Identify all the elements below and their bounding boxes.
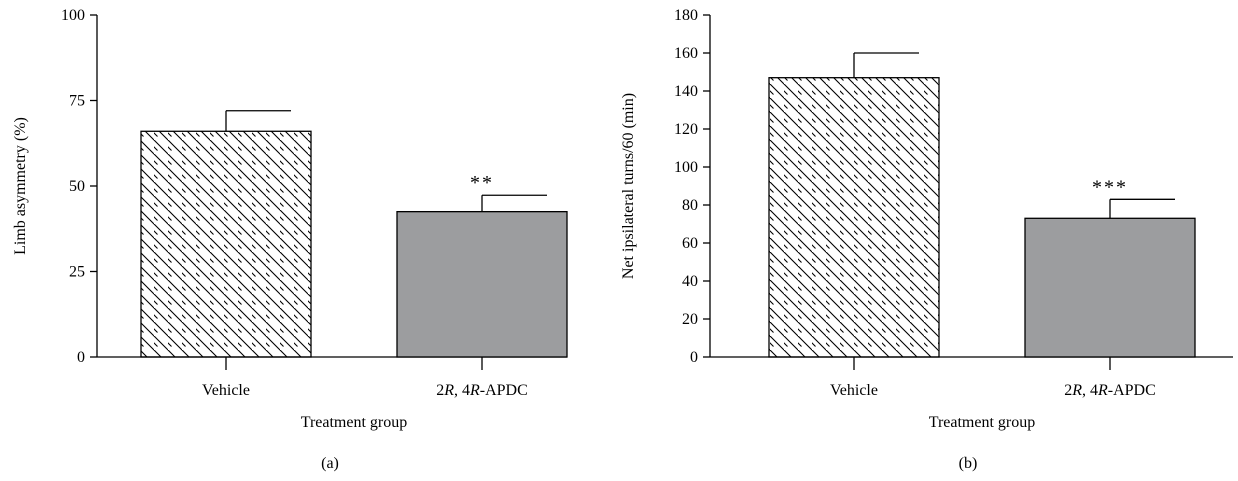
x-tick-label: Vehicle xyxy=(202,382,250,399)
y-tick-label: 0 xyxy=(690,349,698,366)
y-tick-label: 180 xyxy=(674,7,698,24)
y-tick-label: 50 xyxy=(69,178,85,195)
bar-apdc xyxy=(1024,217,1196,358)
chart-panel-b: 0 20 40 60 80 100 120 140 160 180 Vehicle *** 2R, 4R… xyxy=(620,7,1233,472)
y-tick-label: 120 xyxy=(674,121,698,138)
y-axis-title: Limb asymmetry (%) xyxy=(12,117,29,255)
y-tick-label: 60 xyxy=(682,235,698,252)
y-tick-label: 25 xyxy=(69,264,85,281)
significance-label: *** xyxy=(1092,176,1128,198)
y-tick-label: 100 xyxy=(61,7,85,24)
x-axis-title: Treatment group xyxy=(929,414,1036,431)
y-axis-title: Net ipsilateral turns/60 (min) xyxy=(620,93,637,279)
chart-panel-a: 0 25 50 75 100 Vehicle ** 2R, 4R-APDC Treatment … xyxy=(12,7,568,472)
x-tick-label: Vehicle xyxy=(830,382,878,399)
x-axis-title: Treatment group xyxy=(301,414,408,431)
x-tick-label: 2R, 4R-APDC xyxy=(436,382,528,399)
panel-label: (b) xyxy=(959,455,978,472)
y-tick-label: 75 xyxy=(69,93,85,110)
y-tick-label: 0 xyxy=(77,349,85,366)
y-tick-label: 100 xyxy=(674,159,698,176)
y-tick-label: 20 xyxy=(682,311,698,328)
y-tick-label: 40 xyxy=(682,273,698,290)
significance-label: ** xyxy=(470,172,494,194)
x-tick-label: 2R, 4R-APDC xyxy=(1064,382,1156,399)
y-tick-label: 140 xyxy=(674,83,698,100)
y-tick-label: 160 xyxy=(674,45,698,62)
bar-apdc xyxy=(396,210,568,358)
bar-vehicle xyxy=(768,77,940,358)
y-tick-label: 80 xyxy=(682,197,698,214)
bar-vehicle xyxy=(140,130,312,358)
panel-label: (a) xyxy=(321,455,339,472)
